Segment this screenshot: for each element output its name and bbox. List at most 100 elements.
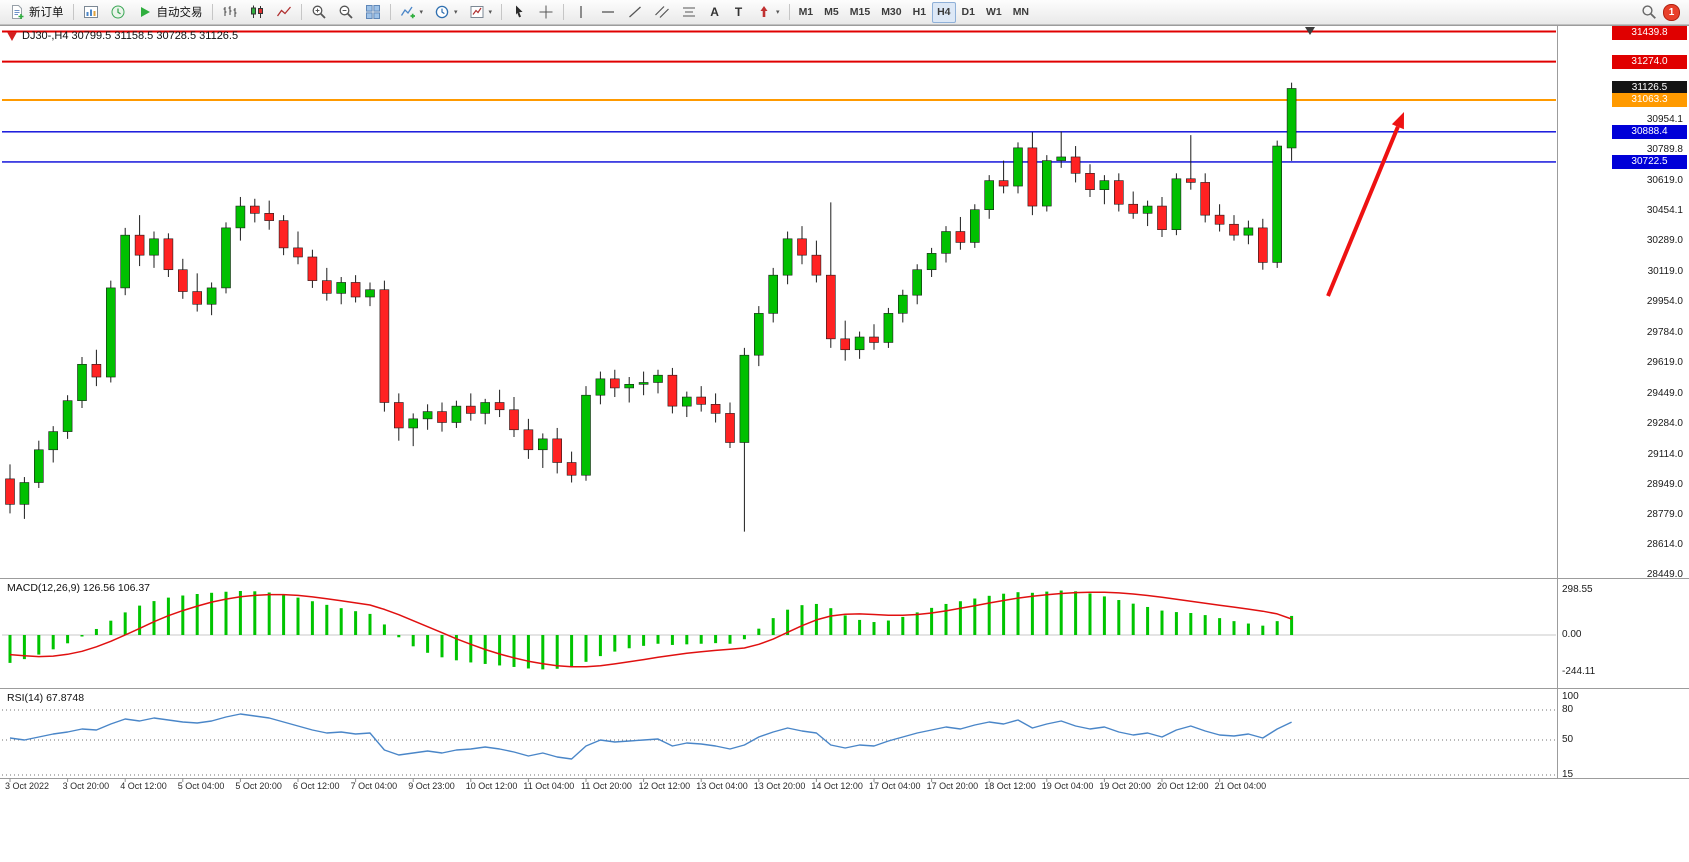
channel-icon xyxy=(655,6,669,18)
macd-bar xyxy=(123,612,127,635)
new-order-button[interactable]: 新订单 xyxy=(4,2,69,23)
candle xyxy=(509,409,519,431)
trendline-button[interactable] xyxy=(622,2,648,23)
market-watch-button[interactable] xyxy=(78,2,104,23)
candle xyxy=(1056,156,1066,161)
timeframe-button-d1[interactable]: D1 xyxy=(957,2,980,23)
price-axis-tick: 29954.0 xyxy=(1646,295,1683,307)
macd-bar xyxy=(1275,621,1279,635)
candle xyxy=(1243,227,1254,236)
trend-arrow-head[interactable] xyxy=(1391,112,1404,130)
channel-button[interactable] xyxy=(649,2,675,23)
candle xyxy=(163,238,174,271)
time-axis-label: 19 Oct 04:00 xyxy=(1041,781,1094,791)
indicators-button[interactable]: ▾ xyxy=(395,2,429,23)
macd-bar xyxy=(1146,606,1150,635)
candle xyxy=(264,213,275,221)
candle xyxy=(77,363,87,401)
timeframe-label: M5 xyxy=(824,6,839,18)
macd-bar xyxy=(757,628,761,635)
trend-arrow-annotation[interactable] xyxy=(1326,126,1400,297)
periods-button[interactable]: ▾ xyxy=(429,2,463,23)
line-chart-button[interactable] xyxy=(271,2,297,23)
zoom-out-button[interactable] xyxy=(333,2,359,23)
notification-badge[interactable]: 1 xyxy=(1663,3,1680,21)
template-icon xyxy=(470,6,484,18)
arrow-tool-icon xyxy=(760,6,768,17)
candle xyxy=(869,336,879,343)
macd-scale-tick: 0.00 xyxy=(1562,629,1582,640)
horizontal-line-button[interactable] xyxy=(595,2,621,23)
timeframe-button-h1[interactable]: H1 xyxy=(908,2,931,23)
price-axis-tick: 30789.8 xyxy=(1646,143,1683,155)
search-button[interactable] xyxy=(1636,2,1662,23)
rsi-scale-tick: 50 xyxy=(1562,734,1574,745)
navigator-icon xyxy=(111,5,124,19)
timeframe-button-m15[interactable]: M15 xyxy=(845,2,875,23)
candle xyxy=(178,269,188,292)
bar-chart-button[interactable] xyxy=(217,2,243,23)
candle xyxy=(595,378,606,396)
vertical-line-button[interactable] xyxy=(568,2,594,23)
text-tool-button[interactable]: A xyxy=(703,2,726,23)
indicators-icon xyxy=(400,6,415,19)
fibonacci-button[interactable] xyxy=(676,2,702,23)
candle xyxy=(437,411,447,423)
price-axis-tick: 28949.0 xyxy=(1646,478,1683,490)
timeframe-button-h4[interactable]: H4 xyxy=(932,1,956,23)
macd-bar xyxy=(800,605,804,635)
candle xyxy=(653,374,663,383)
candle xyxy=(552,438,563,463)
macd-bar xyxy=(94,628,98,635)
candle xyxy=(1128,203,1138,214)
zoom-in-button[interactable] xyxy=(306,2,332,23)
tile-windows-button[interactable] xyxy=(360,2,386,23)
toolbar-separator xyxy=(300,4,302,20)
timeframe-label: H4 xyxy=(937,6,951,18)
candle xyxy=(379,289,390,403)
macd-bar xyxy=(1290,615,1294,635)
candle xyxy=(739,354,750,443)
templates-button[interactable]: ▾ xyxy=(464,2,498,23)
candle xyxy=(235,205,246,229)
arrows-tool-button[interactable]: ▾ xyxy=(751,2,785,23)
time-axis-label: 11 Oct 20:00 xyxy=(581,781,632,791)
cursor-button[interactable] xyxy=(506,2,532,23)
toolbar-separator xyxy=(389,4,391,20)
macd-bar xyxy=(699,635,703,644)
macd-bar xyxy=(397,635,401,638)
new-order-icon xyxy=(12,5,24,19)
time-axis-label: 3 Oct 2022 xyxy=(5,781,50,791)
candle xyxy=(912,269,923,296)
macd-bar xyxy=(1261,625,1265,635)
crosshair-button[interactable] xyxy=(533,2,559,23)
price-axis-tick: 30454.1 xyxy=(1646,204,1683,216)
navigator-button[interactable] xyxy=(105,2,131,23)
timeframe-button-w1[interactable]: W1 xyxy=(981,2,1007,23)
auto-trading-button[interactable]: 自动交易 xyxy=(132,2,208,23)
label-tool-button[interactable]: T xyxy=(727,2,750,23)
timeframe-button-mn[interactable]: MN xyxy=(1008,2,1034,23)
timeframe-button-m5[interactable]: M5 xyxy=(819,2,844,23)
timeframe-button-m30[interactable]: M30 xyxy=(876,2,906,23)
macd-bar xyxy=(238,590,242,635)
price-axis-tick: 30119.0 xyxy=(1647,265,1683,277)
macd-bar xyxy=(1016,592,1020,635)
macd-bar xyxy=(66,635,70,644)
macd-bar xyxy=(526,635,530,669)
candle xyxy=(278,220,289,249)
price-axis-tick: 28614.0 xyxy=(1646,539,1683,551)
candle xyxy=(422,411,433,420)
candle xyxy=(1229,223,1239,236)
macd-bar xyxy=(354,611,358,635)
macd-bar xyxy=(829,608,833,635)
chart-shift-marker[interactable] xyxy=(1305,27,1315,35)
time-axis-label: 5 Oct 04:00 xyxy=(177,781,225,791)
timeframe-button-m1[interactable]: M1 xyxy=(794,2,819,23)
macd-bar xyxy=(267,592,271,635)
candlestick-chart-button[interactable] xyxy=(244,2,270,23)
candle xyxy=(941,231,951,254)
macd-bar xyxy=(37,635,41,655)
